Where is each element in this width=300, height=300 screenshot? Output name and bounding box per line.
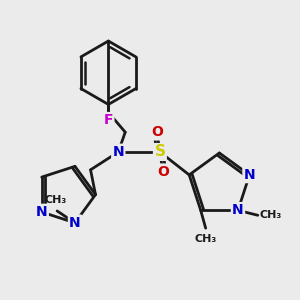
Text: O: O (157, 165, 169, 179)
Text: N: N (36, 205, 48, 219)
Text: N: N (69, 216, 81, 230)
Text: O: O (151, 125, 163, 139)
Text: F: F (103, 113, 113, 127)
Text: S: S (154, 145, 165, 160)
Text: CH₃: CH₃ (260, 210, 282, 220)
Text: N: N (244, 168, 255, 182)
Text: CH₃: CH₃ (44, 195, 66, 205)
Text: CH₃: CH₃ (194, 234, 217, 244)
Text: N: N (112, 145, 124, 159)
Text: N: N (232, 203, 244, 217)
